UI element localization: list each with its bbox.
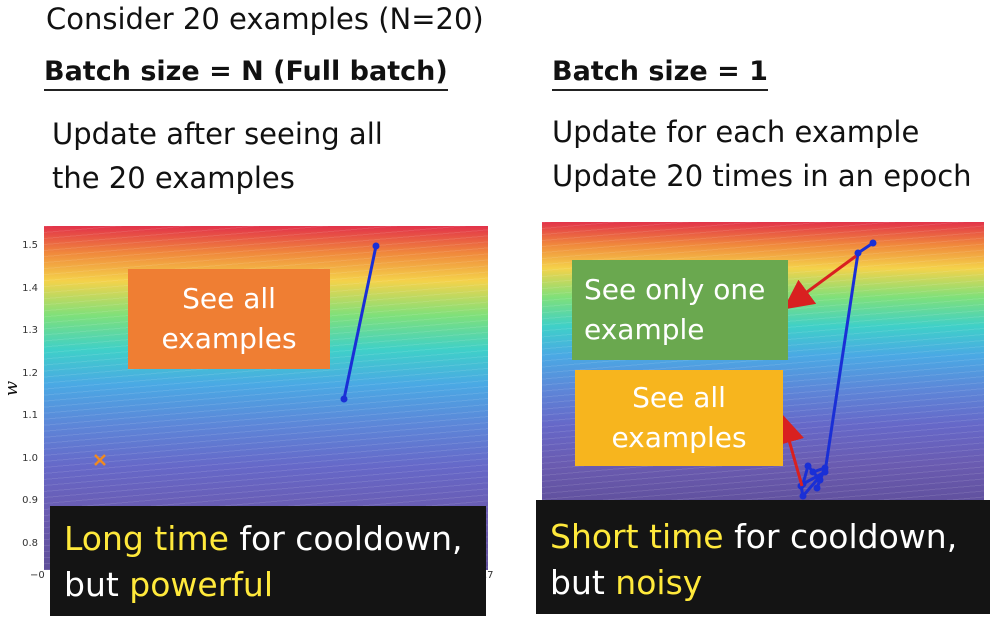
left-box-line2: examples xyxy=(161,322,297,355)
right-description: Update for each example Update 20 times … xyxy=(552,110,972,198)
left-plot-overlay xyxy=(94,242,380,466)
right-one-example-box: See only one example xyxy=(572,260,788,360)
page-title: Consider 20 examples (N=20) xyxy=(46,2,484,36)
left-subtitle: Batch size = N (Full batch) xyxy=(44,56,448,91)
y-tick-label: 0.9 xyxy=(22,495,38,506)
y-tick-label: 1.4 xyxy=(22,283,38,294)
x-tick-label: −0 xyxy=(30,570,45,581)
left-caption: Long time for cooldown, but powerful xyxy=(50,506,486,616)
right-desc-line1: Update for each example xyxy=(552,115,920,149)
left-box-line1: See all xyxy=(182,282,276,315)
left-path-point xyxy=(372,242,380,250)
right-caption-highlight: Short time xyxy=(550,517,724,556)
right-caption-highlight: noisy xyxy=(615,563,703,602)
y-tick-label: 0.8 xyxy=(22,538,38,549)
right-path-points xyxy=(797,239,877,500)
left-desc-line1: Update after seeing all xyxy=(52,117,383,151)
arrow-icon xyxy=(775,413,804,487)
x-tick-label: .7 xyxy=(484,570,494,581)
left-caption-highlight: powerful xyxy=(129,565,273,604)
left-caption-highlight: Long time xyxy=(64,519,229,558)
y-tick-label: 1.2 xyxy=(22,368,38,379)
y-tick-label: 1.0 xyxy=(22,453,38,464)
right-box2-line2: examples xyxy=(611,421,747,454)
right-desc-line2: Update 20 times in an epoch xyxy=(552,159,972,193)
left-caption-text: but xyxy=(64,565,130,604)
y-tick-label: 1.5 xyxy=(22,240,38,251)
left-update-path xyxy=(342,245,378,400)
right-caption-text: for cooldown, xyxy=(723,517,958,556)
right-box1-line1: See only one xyxy=(584,273,766,306)
right-box2-line1: See all xyxy=(632,381,726,414)
left-desc-line2: the 20 examples xyxy=(52,161,295,195)
left-see-all-box: See all examples xyxy=(128,269,330,369)
right-contour-plot: See only one example See all examples xyxy=(542,222,984,512)
right-caption-text: but xyxy=(550,563,616,602)
target-marker-icon xyxy=(94,454,106,466)
y-tick-label: 1.1 xyxy=(22,410,38,421)
y-axis-label: w xyxy=(1,380,23,397)
right-see-all-box: See all examples xyxy=(575,370,783,466)
right-caption: Short time for cooldown, but noisy xyxy=(536,500,990,614)
right-box1-line2: example xyxy=(584,313,705,346)
right-subtitle: Batch size = 1 xyxy=(552,56,768,91)
left-caption-text: for cooldown, xyxy=(228,519,463,558)
arrow-icon xyxy=(783,254,857,310)
left-description: Update after seeing all the 20 examples xyxy=(52,112,383,200)
left-path-point xyxy=(340,395,348,403)
right-plot-overlay xyxy=(775,239,877,500)
right-update-path xyxy=(799,241,874,500)
y-tick-label: 1.3 xyxy=(22,325,38,336)
